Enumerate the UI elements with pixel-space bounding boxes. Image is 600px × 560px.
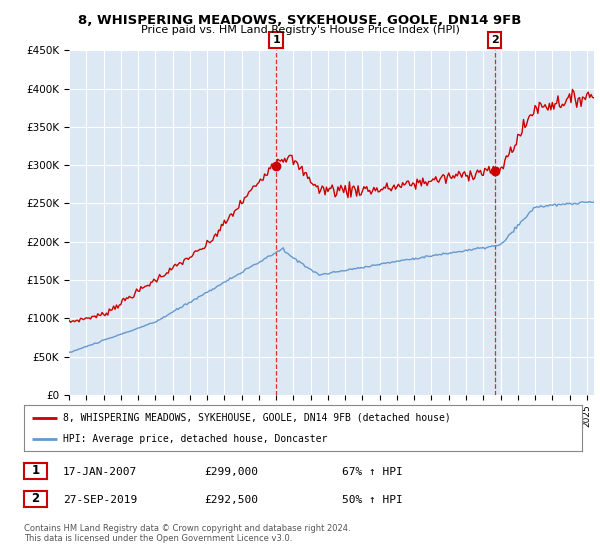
Text: HPI: Average price, detached house, Doncaster: HPI: Average price, detached house, Donc… — [63, 435, 328, 444]
Text: 2: 2 — [491, 35, 499, 45]
Text: 8, WHISPERING MEADOWS, SYKEHOUSE, GOOLE, DN14 9FB (detached house): 8, WHISPERING MEADOWS, SYKEHOUSE, GOOLE,… — [63, 413, 451, 423]
Text: 8, WHISPERING MEADOWS, SYKEHOUSE, GOOLE, DN14 9FB: 8, WHISPERING MEADOWS, SYKEHOUSE, GOOLE,… — [79, 14, 521, 27]
Text: Contains HM Land Registry data © Crown copyright and database right 2024.
This d: Contains HM Land Registry data © Crown c… — [24, 524, 350, 543]
Text: 17-JAN-2007: 17-JAN-2007 — [63, 466, 137, 477]
Text: 67% ↑ HPI: 67% ↑ HPI — [342, 466, 403, 477]
Text: £299,000: £299,000 — [204, 466, 258, 477]
Text: £292,500: £292,500 — [204, 494, 258, 505]
Text: 50% ↑ HPI: 50% ↑ HPI — [342, 494, 403, 505]
Text: 2: 2 — [31, 492, 40, 506]
Text: 1: 1 — [31, 464, 40, 478]
Text: Price paid vs. HM Land Registry's House Price Index (HPI): Price paid vs. HM Land Registry's House … — [140, 25, 460, 35]
Text: 27-SEP-2019: 27-SEP-2019 — [63, 494, 137, 505]
Text: 1: 1 — [272, 35, 280, 45]
